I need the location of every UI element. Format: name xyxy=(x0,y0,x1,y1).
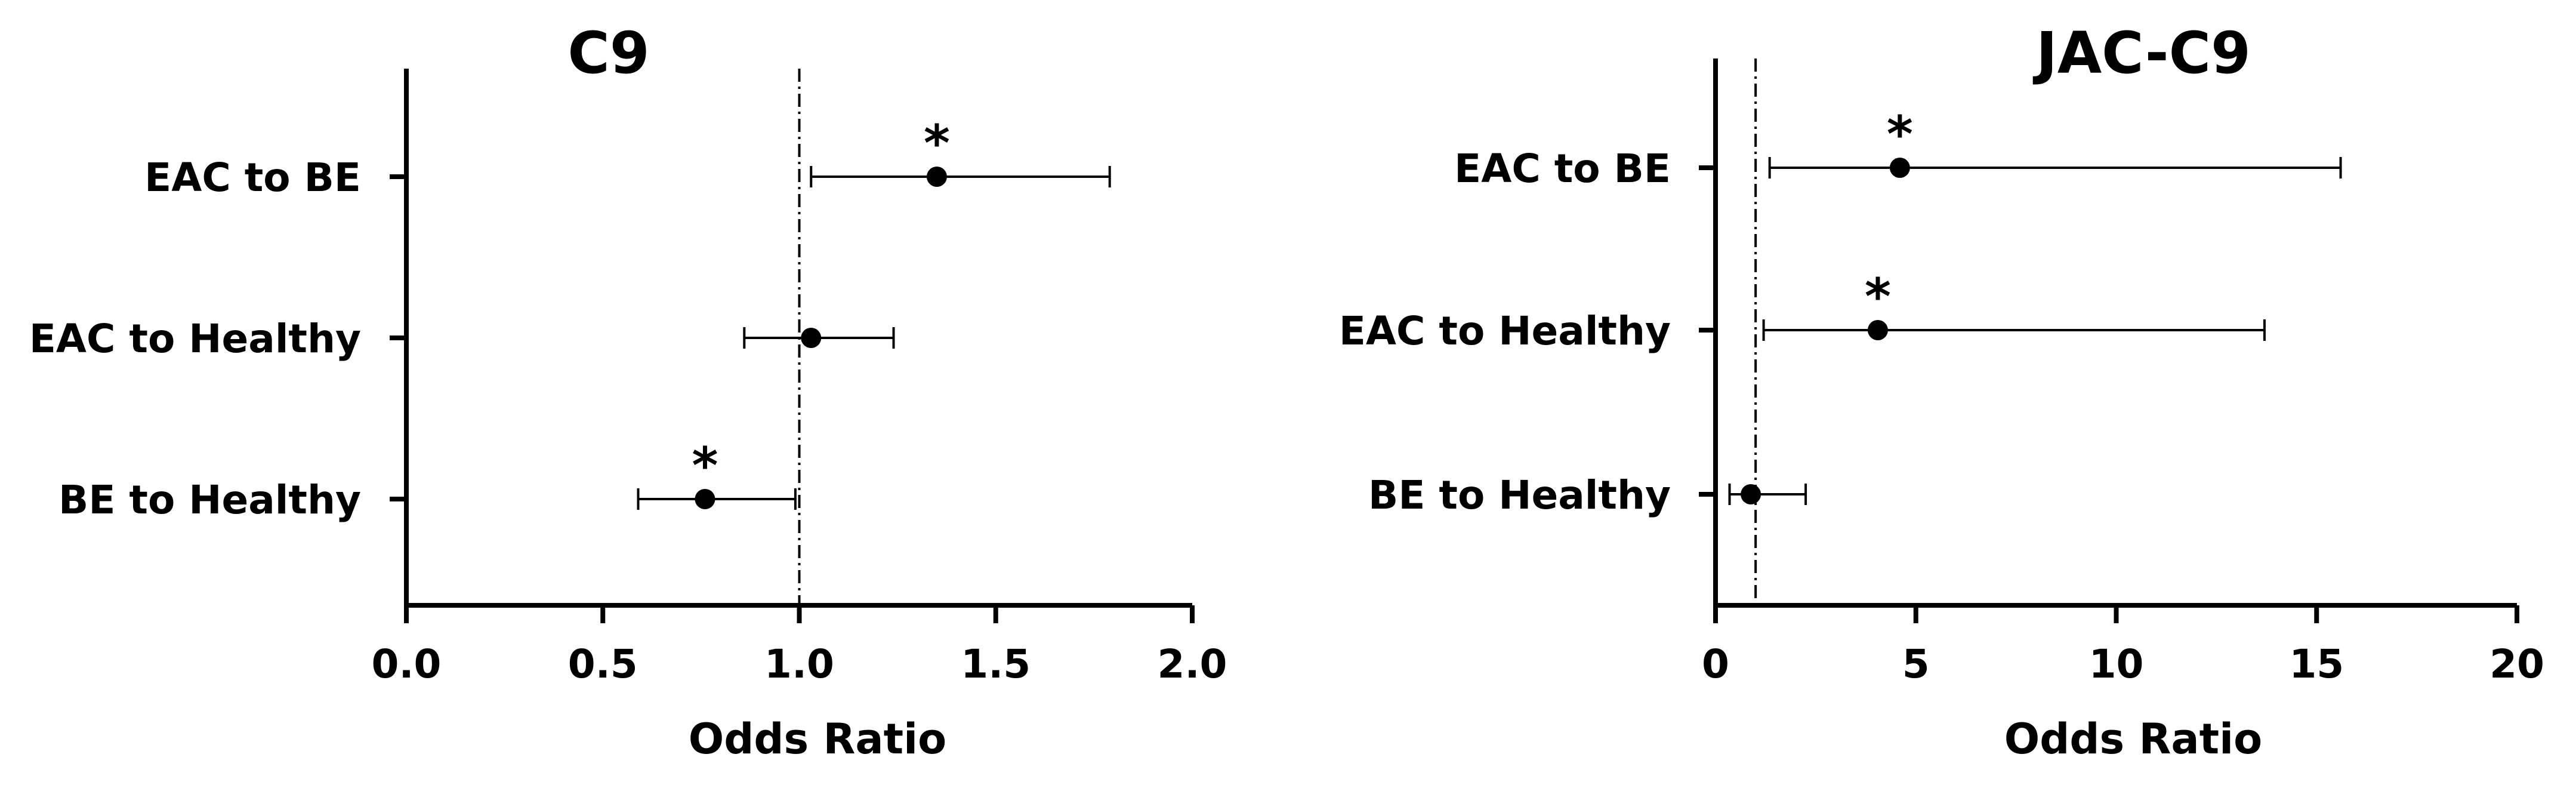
x-tick-label: 1.0 xyxy=(764,641,834,687)
odds-ratio-point xyxy=(801,328,822,348)
category-label: EAC to BE xyxy=(144,155,361,201)
c9-panel: C9 EAC to BE EAC to Healthy BE to Health… xyxy=(29,20,1227,764)
x-tick-label: 2.0 xyxy=(1158,641,1227,687)
significance-star: * xyxy=(1865,267,1891,326)
jac-c9-panel: JAC-C9 EAC to BE EAC to Healthy BE to He… xyxy=(1339,20,2544,764)
odds-ratio-point xyxy=(1741,484,1761,504)
chart-title: C9 xyxy=(567,20,649,87)
x-tick-label: 5 xyxy=(1902,641,1930,687)
significance-star: * xyxy=(1887,105,1913,164)
x-axis-label: Odds Ratio xyxy=(2004,715,2262,764)
chart-title: JAC-C9 xyxy=(2032,20,2251,87)
category-label: EAC to BE xyxy=(1454,146,1671,192)
x-tick-label: 20 xyxy=(2489,641,2544,687)
category-labels: EAC to BE EAC to Healthy BE to Healthy xyxy=(29,155,361,523)
x-tick-label: 15 xyxy=(2289,641,2344,687)
significance-star: * xyxy=(924,114,950,173)
significance-star: * xyxy=(692,436,718,495)
x-tick-label: 0.5 xyxy=(568,641,638,687)
odds-ratio-point xyxy=(1867,320,1888,340)
x-tick-label: 1.5 xyxy=(961,641,1031,687)
odds-ratio-point xyxy=(1889,158,1910,178)
category-label: BE to Healthy xyxy=(1368,472,1671,518)
category-label: EAC to Healthy xyxy=(29,316,361,362)
x-tick-label: 0.0 xyxy=(372,641,442,687)
category-labels: EAC to BE EAC to Healthy BE to Healthy xyxy=(1339,146,1671,518)
x-tick-label: 10 xyxy=(2089,641,2144,687)
x-axis-label: Odds Ratio xyxy=(689,715,946,764)
x-tick-label: 0 xyxy=(1702,641,1729,687)
category-label: EAC to Healthy xyxy=(1339,308,1671,354)
odds-ratio-point xyxy=(926,167,947,187)
odds-ratio-point xyxy=(695,489,715,509)
category-label: BE to Healthy xyxy=(58,477,361,523)
